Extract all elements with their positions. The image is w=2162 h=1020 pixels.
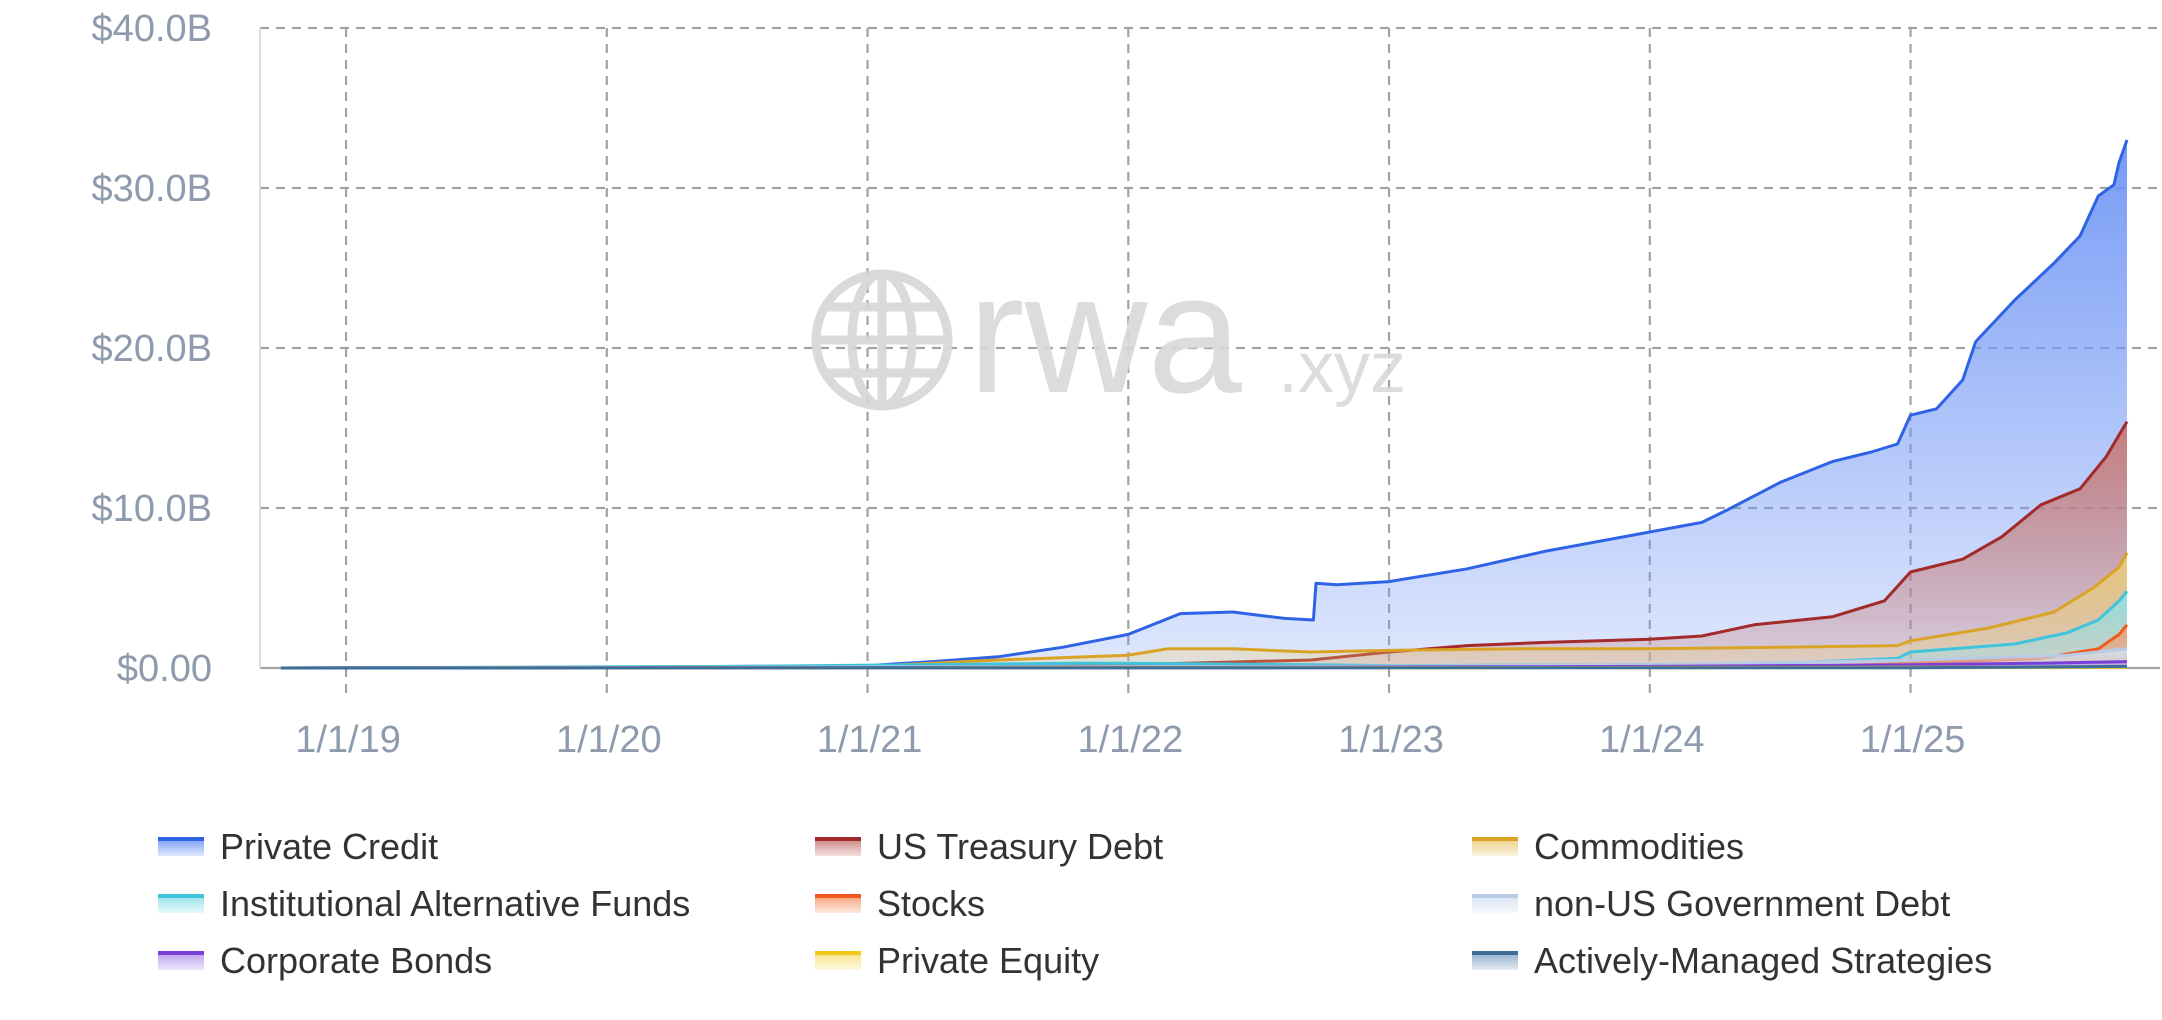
legend-swatch: [1472, 952, 1518, 970]
legend-swatch: [815, 952, 861, 970]
legend: Private Credit US Treasury Debt Commoditie…: [158, 826, 1992, 981]
legend-label: Stocks: [877, 883, 985, 924]
legend-label: Actively-Managed Strategies: [1534, 940, 1992, 981]
legend-item-actively-managed-strategies[interactable]: Actively-Managed Strategies: [1472, 940, 1992, 981]
x-tick-label: 1/1/20: [556, 719, 662, 761]
series-line-commodities: [280, 552, 2129, 670]
x-tick-label: 1/1/23: [1338, 719, 1444, 761]
x-tick-label: 1/1/22: [1077, 719, 1183, 761]
series-private-credit[interactable]: [280, 139, 2129, 670]
legend-swatch: [1472, 895, 1518, 913]
y-tick-label: $30.0B: [92, 168, 212, 210]
x-tick-label: 1/1/24: [1599, 719, 1705, 761]
legend-label: Institutional Alternative Funds: [220, 883, 690, 924]
legend-item-private-credit[interactable]: Private Credit: [158, 826, 438, 867]
legend-item-us-treasury-debt[interactable]: US Treasury Debt: [815, 826, 1163, 867]
legend-label: US Treasury Debt: [877, 826, 1163, 867]
series-actively-managed-strategies[interactable]: [280, 664, 2128, 670]
series-layer: [280, 139, 2129, 670]
legend-swatch: [158, 895, 204, 913]
x-tick-label: 1/1/25: [1860, 719, 1966, 761]
legend-item-corporate-bonds[interactable]: Corporate Bonds: [158, 940, 492, 981]
legend-swatch: [815, 895, 861, 913]
legend-item-institutional-alternative-funds[interactable]: Institutional Alternative Funds: [158, 883, 690, 924]
legend-swatch: [158, 838, 204, 856]
legend-label: Private Credit: [220, 826, 438, 867]
legend-label: Private Equity: [877, 940, 1099, 981]
series-area-private-credit: [280, 140, 2127, 668]
legend-item-commodities[interactable]: Commodities: [1472, 826, 1744, 867]
axes: $0.00 $10.0B $20.0B $30.0B $40.0B 1/1/19 1/1/2…: [92, 8, 1966, 761]
x-tick-label: 1/1/21: [817, 719, 923, 761]
globe-icon: [811, 269, 953, 411]
legend-item-stocks[interactable]: Stocks: [815, 883, 985, 924]
legend-label: non-US Government Debt: [1534, 883, 1950, 924]
watermark-brand: rwa: [968, 239, 1242, 429]
y-tick-label: $10.0B: [92, 488, 212, 530]
series-line-private-credit: [280, 139, 2129, 670]
legend-item-non-us-government-debt[interactable]: non-US Government Debt: [1472, 883, 1950, 924]
y-tick-label: $20.0B: [92, 328, 212, 370]
watermark-suffix: .xyz: [1278, 328, 1406, 408]
legend-swatch: [158, 952, 204, 970]
legend-swatch: [1472, 838, 1518, 856]
y-tick-label: $0.00: [117, 648, 212, 690]
legend-swatch: [815, 838, 861, 856]
series-line-actively-managed-strategies: [280, 664, 2128, 670]
legend-item-private-equity[interactable]: Private Equity: [815, 940, 1099, 981]
y-tick-label: $40.0B: [92, 8, 212, 50]
legend-label: Corporate Bonds: [220, 940, 492, 981]
legend-label: Commodities: [1534, 826, 1744, 867]
watermark: rwa .xyz: [811, 239, 1406, 429]
x-tick-label: 1/1/19: [295, 719, 401, 761]
